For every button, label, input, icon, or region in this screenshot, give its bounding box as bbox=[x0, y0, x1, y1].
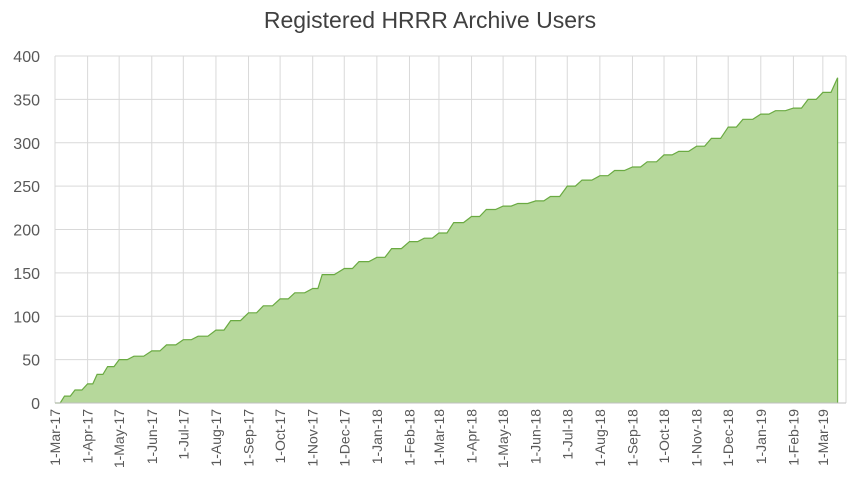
x-tick-label: 1-Mar-17 bbox=[47, 409, 63, 466]
x-tick-label: 1-Jan-19 bbox=[753, 409, 769, 464]
y-tick-label: 300 bbox=[13, 136, 40, 153]
y-tick-label: 150 bbox=[13, 266, 40, 283]
y-tick-label: 350 bbox=[13, 92, 40, 109]
y-tick-label: 400 bbox=[13, 49, 40, 66]
x-tick-label: 1-Nov-18 bbox=[689, 409, 705, 467]
x-tick-label: 1-Jul-17 bbox=[175, 409, 191, 460]
x-tick-label: 1-Dec-18 bbox=[720, 409, 736, 467]
y-axis-tick-labels: 0 50 100 150 200 250 300 350 400 bbox=[13, 49, 40, 413]
plot-area bbox=[55, 77, 839, 404]
x-tick-label: 1-Feb-19 bbox=[785, 409, 801, 466]
x-tick-label: 1-Oct-18 bbox=[656, 409, 672, 464]
y-tick-label: 100 bbox=[13, 309, 40, 326]
x-tick-label: 1-Mar-18 bbox=[431, 409, 447, 466]
y-tick-label: 0 bbox=[31, 396, 40, 413]
x-tick-label: 1-May-17 bbox=[111, 409, 127, 468]
x-tick-label: 1-Feb-18 bbox=[402, 409, 418, 466]
x-tick-label: 1-Jun-18 bbox=[528, 409, 544, 464]
x-tick-label: 1-Nov-17 bbox=[305, 409, 321, 467]
x-tick-label: 1-May-18 bbox=[495, 409, 511, 468]
area-fill bbox=[55, 77, 838, 403]
x-tick-label: 1-Apr-17 bbox=[80, 409, 96, 464]
x-tick-label: 1-Aug-17 bbox=[208, 409, 224, 467]
x-tick-label: 1-Aug-18 bbox=[592, 409, 608, 467]
x-tick-label: 1-Mar-19 bbox=[815, 409, 831, 466]
series-line bbox=[55, 77, 839, 404]
x-tick-label: 1-Apr-18 bbox=[464, 409, 480, 464]
y-tick-label: 50 bbox=[22, 353, 40, 370]
y-tick-label: 200 bbox=[13, 223, 40, 240]
x-tick-label: 1-Oct-17 bbox=[272, 409, 288, 464]
x-tick-label: 1-Sep-18 bbox=[625, 409, 641, 467]
x-tick-label: 1-Jan-18 bbox=[369, 409, 385, 464]
x-tick-label: 1-Jul-18 bbox=[559, 409, 575, 460]
x-tick-label: 1-Jun-17 bbox=[144, 409, 160, 464]
x-tick-label: 1-Sep-17 bbox=[241, 409, 257, 467]
x-tick-label: 1-Dec-17 bbox=[336, 409, 352, 467]
x-axis-tick-labels: 1-Mar-17 1-Apr-17 1-May-17 1-Jun-17 1-Jul-17… bbox=[47, 409, 831, 468]
y-tick-label: 250 bbox=[13, 179, 40, 196]
chart-title: Registered HRRR Archive Users bbox=[264, 7, 596, 33]
